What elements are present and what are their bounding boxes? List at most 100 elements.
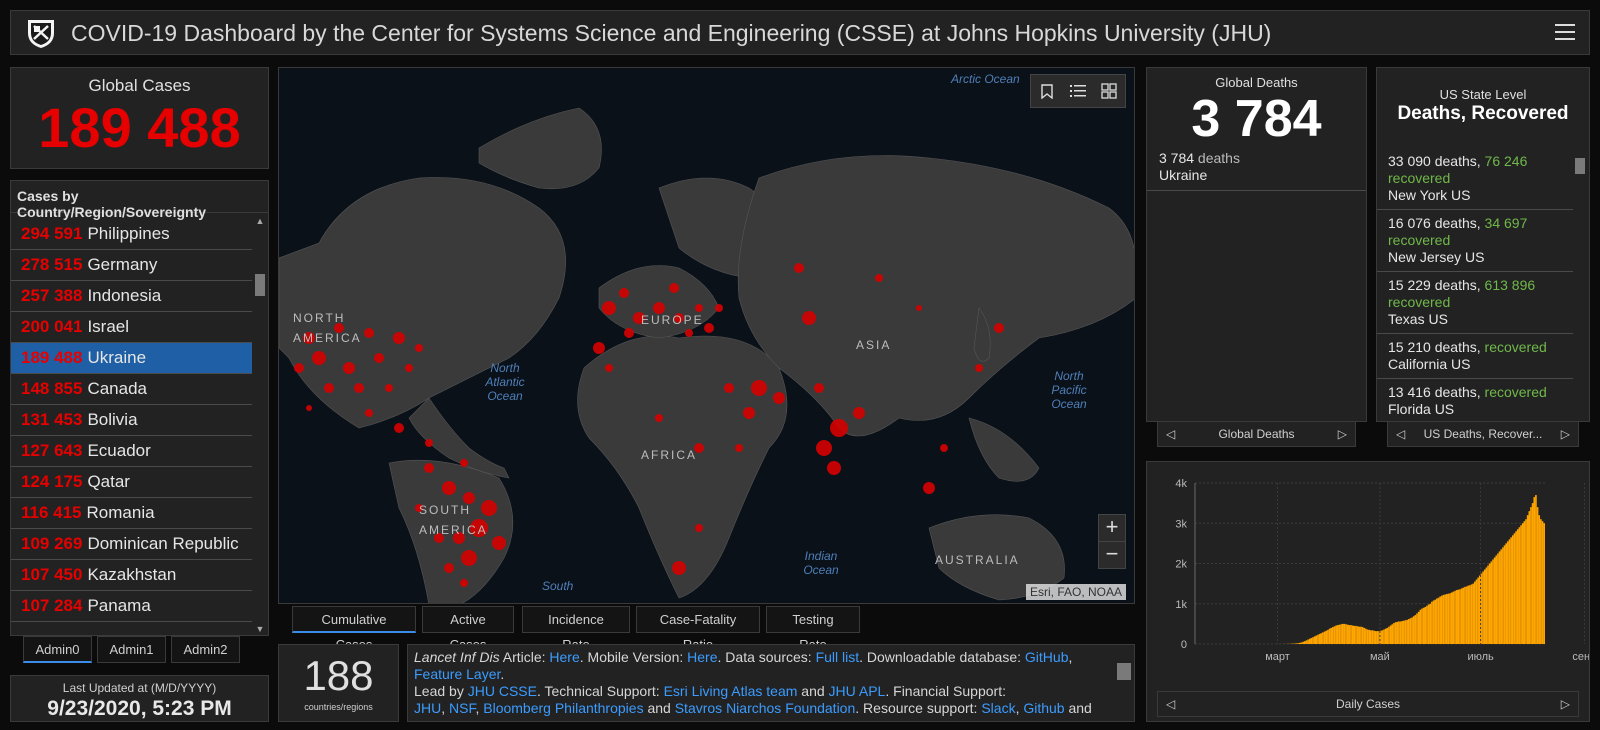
prev-arrow-icon[interactable]: ◁ [1166,697,1176,711]
feature-layer-link[interactable]: Feature Layer [414,666,501,682]
zoom-out-button[interactable]: − [1098,541,1126,569]
chart-bar [1431,601,1433,644]
chart-bar [1437,597,1440,644]
country-row[interactable]: 127 643 Ecuador [11,436,252,467]
world-map[interactable]: Arctic Ocean North Atlantic Ocean North … [278,67,1135,604]
tab-case-fatality-ratio[interactable]: Case-Fatality Ratio [636,606,760,652]
jhu-apl-link[interactable]: JHU APL [828,683,886,699]
chart-bar [1507,541,1509,644]
esri-team-link[interactable]: Esri Living Atlas team [663,683,798,699]
bookmark-icon[interactable] [1031,75,1062,107]
tab-active-cases[interactable]: Active Cases [422,606,514,652]
tab-admin1[interactable]: Admin1 [97,636,166,663]
countries-count-panel: 188 countries/regions [278,644,399,722]
country-row[interactable]: 116 415 Romania [11,498,252,529]
full-list-link[interactable]: Full list [815,649,860,665]
country-case-count: 200 041 [21,317,83,336]
world-map-canvas [279,107,1134,603]
chart-bar [1381,630,1384,644]
chart-bar [1459,589,1461,644]
scroll-up-icon[interactable]: ▲ [255,216,265,226]
country-row[interactable]: 148 855 Canada [11,374,252,405]
scroll-thumb[interactable] [1575,158,1585,174]
us-list-scrollbar[interactable] [1574,158,1586,421]
global-deaths-value: 3 784 [1191,90,1322,148]
chart-bar [1525,519,1527,644]
jhu-csse-link[interactable]: JHU CSSE [467,683,537,699]
chart-bar [1340,624,1342,644]
us-state-row[interactable]: 33 090 deaths, 76 246 recovered New York … [1377,148,1573,210]
info-scroll-thumb[interactable] [1117,663,1131,680]
tab-cumulative-cases[interactable]: Cumulative Cases [292,606,416,652]
country-row[interactable]: 131 453 Bolivia [11,405,252,436]
next-arrow-icon[interactable]: ▷ [1560,697,1570,711]
country-row[interactable]: 107 450 Kazakhstan [11,560,252,591]
us-state-row[interactable]: 16 076 deaths, 34 697 recovered New Jerse… [1377,210,1573,272]
country-row[interactable]: 107 284 Panama [11,591,252,622]
us-state-row[interactable]: 15 210 deaths, recovered California US [1377,334,1573,379]
chart-bar [1452,591,1455,644]
scroll-thumb[interactable] [255,274,265,296]
chart-bar [1503,545,1506,644]
stavros-link[interactable]: Stavros Niarchos Foundation [674,700,856,716]
chart-bar [1409,618,1412,644]
country-row[interactable]: 189 488 Ukraine [11,343,252,374]
continent-label-europe: EUROPE [641,313,704,327]
next-arrow-icon[interactable]: ▷ [1560,427,1570,441]
bloomberg-link[interactable]: Bloomberg Philanthropies [483,700,644,716]
daily-cases-chart-panel: 0 1k 2k 3k 4k март май июль сент. [1146,461,1590,722]
country-row[interactable]: 294 591 Philippines [11,219,252,250]
us-state-row[interactable]: 13 416 deaths, recovered Florida US [1377,379,1573,421]
us-recovered-word: recovered [1388,294,1451,310]
chart-bar [1516,529,1519,644]
us-country: US [1434,401,1455,417]
chart-bar [1396,621,1399,644]
info-text: . Financial Support: [885,683,1006,699]
chart-bar [1398,621,1400,644]
ocean-label-south: South [542,579,574,593]
scroll-down-icon[interactable]: ▼ [255,624,265,634]
chart-bar [1460,588,1463,644]
prev-arrow-icon[interactable]: ◁ [1396,427,1406,441]
info-text: , [1068,649,1073,665]
global-deaths-row[interactable]: 3 784 deaths Ukraine [1147,150,1366,191]
slack-link[interactable]: Slack [981,700,1016,716]
tab-testing-rate[interactable]: Testing Rate [766,606,860,652]
country-name: Ecuador [87,441,151,460]
chart-bar [1422,607,1425,644]
info-text: . Resource support: [855,700,982,716]
jhu-link[interactable]: JHU [414,700,442,716]
basemap-gallery-icon[interactable] [1094,75,1125,107]
global-cases-value: 189 488 [38,96,241,159]
tab-incidence-rate[interactable]: Incidence Rate [522,606,630,652]
github-link[interactable]: GitHub [1024,649,1069,665]
github-support-link[interactable]: Github [1023,700,1065,716]
tab-admin0[interactable]: Admin0 [23,636,92,663]
country-row[interactable]: 124 175 Qatar [11,467,252,498]
chart-bar [1303,641,1306,644]
article-link[interactable]: Here [549,649,580,665]
country-row[interactable]: 200 041 Israel [11,312,252,343]
chart-bar [1416,613,1418,644]
country-row[interactable]: 109 269 Dominican Republic [11,529,252,560]
zoom-in-button[interactable]: + [1098,514,1126,542]
tab-admin2[interactable]: Admin2 [171,636,240,663]
mobile-version-link[interactable]: Here [687,649,718,665]
next-arrow-icon[interactable]: ▷ [1337,427,1347,441]
country-name: Romania [86,503,155,522]
prev-arrow-icon[interactable]: ◁ [1166,427,1176,441]
menu-icon[interactable] [1555,24,1575,42]
country-row[interactable]: 257 388 Indonesia [11,281,252,312]
us-state-name: Texas [1388,311,1425,327]
country-list-scrollbar[interactable]: ▲ ▼ [254,216,266,634]
chart-bar [1480,573,1483,644]
country-name: Canada [87,379,148,398]
chart-bar [1361,627,1364,644]
chart-bar [1536,507,1539,644]
nsf-link[interactable]: NSF [449,700,476,716]
us-state-row[interactable]: 15 229 deaths, 613 896 recovered Texas US [1377,272,1573,334]
country-row[interactable]: 278 515 Germany [11,250,252,281]
legend-list-icon[interactable] [1062,75,1093,107]
chart-bar [1513,533,1516,644]
chart-bar [1434,599,1437,644]
